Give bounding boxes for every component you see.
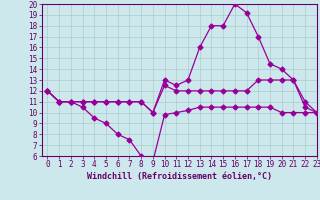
X-axis label: Windchill (Refroidissement éolien,°C): Windchill (Refroidissement éolien,°C): [87, 172, 272, 181]
